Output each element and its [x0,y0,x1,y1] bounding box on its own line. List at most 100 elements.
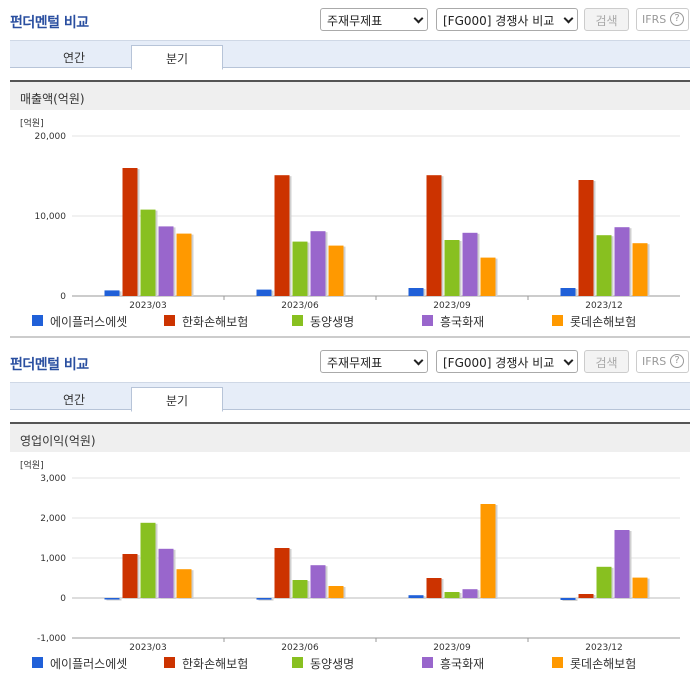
peer-group-select[interactable]: [FG000] 경쟁사 비교 [436,8,578,31]
bar-2023-12-s0 [560,288,576,296]
ifrs-button[interactable]: IFRS ? [636,350,689,373]
x-tick-label: 2023/03 [129,643,166,653]
statement-select[interactable]: 주재무제표 [320,8,428,31]
bar-2023-03-s0 [104,290,120,296]
legend-swatch [422,657,433,668]
bar-2023-06-s1 [274,548,290,598]
bar-2023-12-s2 [596,235,612,296]
fundamental-panel-operating-profit: 펀더멘털 비교 주재무제표 [FG000] 경쟁사 비교 검색 IFRS ? 연… [0,342,696,684]
legend-swatch [164,657,175,668]
bar-2023-09-s3 [462,589,478,598]
legend-label: 한화손해보험 [182,315,249,329]
period-tabs: 연간 분기 [10,40,690,70]
y-tick-label: 0 [60,594,66,604]
operating-profit-chart: [억원] -1,000 0 1,000 2,000 3,000 2023/03 2023/06… [20,459,680,653]
bar-2023-06-s0 [256,598,272,600]
bar-2023-09-s1 [426,175,442,296]
bar-2023-09-s2 [444,592,460,598]
tab-quarterly[interactable]: 분기 [131,45,223,70]
peer-group-select-value: [FG000] 경쟁사 비교 [443,14,555,28]
period-tabs: 연간 분기 [10,382,690,412]
bar-2023-06-s2 [292,580,308,598]
bar-shadow [106,599,122,601]
y-tick-label: 1,000 [40,554,66,564]
legend-label: 에이플러스에셋 [50,315,128,329]
chevron-down-icon [413,13,424,24]
bar-2023-06-s2 [292,241,308,296]
section-header: 매출액(억원) [10,80,690,110]
bar-2023-03-s1 [122,168,138,296]
peer-group-select-value: [FG000] 경쟁사 비교 [443,356,555,370]
bar-2023-09-s2 [444,240,460,296]
bar-2023-12-s1 [578,180,594,296]
bar-2023-09-s4 [480,257,496,296]
tab-annual[interactable]: 연간 [62,51,86,65]
bar-2023-12-s1 [578,594,594,598]
search-button[interactable]: 검색 [584,350,629,373]
bar-2023-06-s4 [328,245,344,296]
legend-swatch [32,657,43,668]
tab-annual[interactable]: 연간 [62,393,86,407]
bar-2023-12-s4 [632,577,648,598]
x-tick-label: 2023/03 [129,301,166,311]
bar-2023-03-s4 [176,233,192,296]
legend-label: 흥국화재 [440,657,485,671]
legend-label: 동양생명 [310,315,355,329]
peer-group-select[interactable]: [FG000] 경쟁사 비교 [436,350,578,373]
legend-swatch [292,315,303,326]
y-tick-label: -1,000 [37,634,66,644]
tab-quarterly[interactable]: 분기 [131,387,223,412]
panel-header: 펀더멘털 비교 주재무제표 [FG000] 경쟁사 비교 검색 IFRS ? [0,0,696,38]
bar-2023-06-s3 [310,231,326,296]
statement-select[interactable]: 주재무제표 [320,350,428,373]
divider [10,336,690,338]
x-tick-label: 2023/06 [281,643,319,653]
fundamental-panel-sales: 펀더멘털 비교 주재무제표 [FG000] 경쟁사 비교 검색 IFRS ? 연… [0,0,696,338]
chevron-down-icon [413,355,424,366]
bar-2023-06-s0 [256,289,272,296]
y-tick-label: 10,000 [35,212,67,222]
statement-select-value: 주재무제표 [327,14,383,28]
y-tick-label: 2,000 [40,514,66,524]
legend-label: 롯데손해보험 [570,315,637,329]
x-tick-label: 2023/12 [585,301,622,311]
chart-legend: 에이플러스에셋 한화손해보험 동양생명 흥국화재 롯데손해보험 [0,655,696,673]
ifrs-button[interactable]: IFRS ? [636,8,689,31]
bar-2023-12-s3 [614,530,630,598]
bar-2023-03-s0 [104,598,120,600]
bar-2023-03-s2 [140,522,156,598]
legend-swatch [32,315,43,326]
panel-title: 펀더멘털 비교 [10,15,89,31]
x-tick-label: 2023/06 [281,301,319,311]
bar-2023-03-s4 [176,569,192,598]
help-icon[interactable]: ? [670,12,684,26]
chevron-down-icon [563,13,574,24]
bar-2023-09-s4 [480,504,496,598]
bar-2023-09-s1 [426,578,442,598]
unit-label: [억원] [20,459,44,471]
legend-label: 롯데손해보험 [570,657,637,671]
legend-swatch [552,315,563,326]
bar-2023-09-s0 [408,595,424,598]
legend-label: 한화손해보험 [182,657,249,671]
bar-2023-09-s0 [408,288,424,296]
bar-2023-06-s3 [310,565,326,598]
legend-label: 흥국화재 [440,315,485,329]
bar-2023-12-s3 [614,227,630,296]
bar-2023-06-s1 [274,175,290,296]
unit-label: [억원] [20,117,44,129]
bar-2023-06-s4 [328,586,344,598]
section-header: 영업이익(억원) [10,422,690,452]
sales-chart: [억원] 0 10,000 20,000 2023/03 2023/06 2023/09 20… [20,117,680,311]
legend-swatch [552,657,563,668]
legend-label: 동양생명 [310,657,355,671]
bar-2023-03-s2 [140,209,156,296]
x-tick-label: 2023/09 [433,643,471,653]
bar-2023-03-s3 [158,548,174,598]
bar-2023-09-s3 [462,232,478,296]
search-button[interactable]: 검색 [584,8,629,31]
panel-title: 펀더멘털 비교 [10,357,89,373]
bar-2023-12-s4 [632,243,648,296]
help-icon[interactable]: ? [670,354,684,368]
statement-select-value: 주재무제표 [327,356,383,370]
